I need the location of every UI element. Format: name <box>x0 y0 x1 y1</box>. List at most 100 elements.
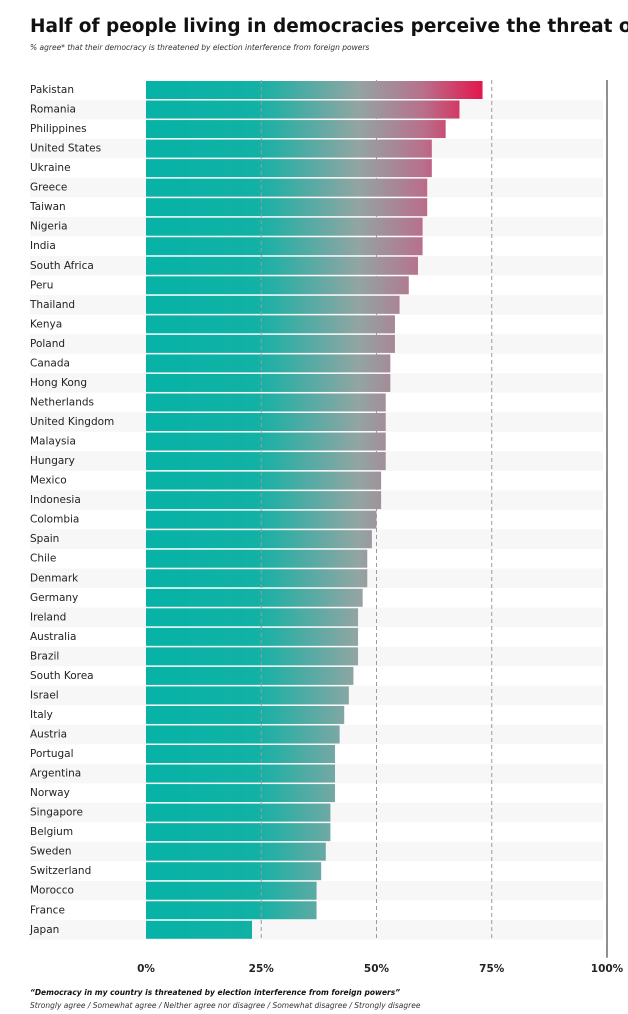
y-tick-label: Singapore <box>30 807 83 819</box>
y-tick-label: Hungary <box>30 455 75 467</box>
y-tick-label: Indonesia <box>30 494 81 506</box>
y-tick-label: Belgium <box>30 826 73 838</box>
bar <box>146 686 349 705</box>
bar <box>146 315 395 334</box>
bar <box>146 705 345 724</box>
y-tick-label: Ukraine <box>30 162 71 174</box>
bar <box>146 393 386 412</box>
y-tick-label: Nigeria <box>30 221 68 233</box>
bar <box>146 373 391 392</box>
bar <box>146 569 368 588</box>
y-tick-label: Kenya <box>30 318 62 330</box>
y-tick-label: Poland <box>30 338 65 350</box>
y-tick-label: Chile <box>30 553 56 565</box>
bar <box>146 842 326 861</box>
y-tick-label: Romania <box>30 104 76 116</box>
y-tick-label: Portugal <box>30 748 74 760</box>
bar <box>146 666 354 685</box>
bar <box>146 354 391 373</box>
bar <box>146 81 483 99</box>
y-tick-label: Brazil <box>30 650 59 662</box>
bar <box>146 295 400 314</box>
x-tick-label: 0% <box>137 963 155 975</box>
y-tick-label: Malaysia <box>30 436 76 448</box>
y-tick-label: France <box>30 904 65 916</box>
footnote: “Democracy in my country is threatened b… <box>30 988 400 997</box>
y-tick-label: Germany <box>30 592 78 604</box>
bar <box>146 432 386 451</box>
y-tick-label: Italy <box>30 709 53 721</box>
y-tick-label: Taiwan <box>29 201 66 213</box>
bar <box>146 276 409 295</box>
bar <box>146 549 368 568</box>
y-tick-label: United Kingdom <box>30 416 114 428</box>
bar <box>146 256 418 275</box>
x-tick-label: 100% <box>591 963 624 975</box>
footnote: Strongly agree / Somewhat agree / Neithe… <box>30 1001 421 1010</box>
y-tick-label: Hong Kong <box>30 377 87 389</box>
bar <box>146 198 428 217</box>
bar <box>146 217 423 236</box>
bar <box>146 139 432 158</box>
bar <box>146 334 395 353</box>
bar <box>146 510 377 529</box>
y-tick-label: Pakistan <box>30 84 74 96</box>
y-tick-label: Canada <box>30 357 70 369</box>
y-tick-label: Colombia <box>30 514 79 526</box>
y-tick-label: Ireland <box>30 611 66 623</box>
y-tick-label: Austria <box>30 728 67 740</box>
y-tick-label: Israel <box>30 689 59 701</box>
bar <box>146 725 340 744</box>
x-tick-label: 25% <box>249 963 275 975</box>
y-tick-label: Australia <box>30 631 76 643</box>
x-tick-label: 75% <box>479 963 505 975</box>
y-tick-label: Spain <box>30 533 59 545</box>
chart-subtitle: % agree* that their democracy is threate… <box>30 43 369 52</box>
row-stripe <box>30 920 603 940</box>
bar <box>146 920 253 939</box>
y-tick-label: South Korea <box>30 670 94 682</box>
x-tick-label: 50% <box>364 963 390 975</box>
y-tick-label: Switzerland <box>30 865 91 877</box>
bar <box>146 764 336 783</box>
y-tick-label: Thailand <box>29 299 75 311</box>
bar <box>146 823 331 842</box>
chart-title: Half of people living in democracies per… <box>30 16 628 37</box>
y-tick-label: Philippines <box>30 123 87 135</box>
bar <box>146 608 359 627</box>
bar <box>146 120 446 139</box>
bar <box>146 159 432 178</box>
bar <box>146 100 460 119</box>
y-tick-label: India <box>30 240 56 252</box>
bar <box>146 647 359 666</box>
y-tick-label: Norway <box>30 787 70 799</box>
bar <box>146 237 423 256</box>
bar <box>146 901 317 920</box>
bar <box>146 803 331 822</box>
bar <box>146 862 322 881</box>
y-tick-label: Morocco <box>30 885 74 897</box>
y-tick-label: South Africa <box>30 260 94 272</box>
y-tick-label: Argentina <box>30 768 81 780</box>
bar <box>146 627 359 646</box>
bar <box>146 452 386 471</box>
y-tick-label: United States <box>30 143 101 155</box>
y-tick-label: Sweden <box>30 846 72 858</box>
bar <box>146 530 372 549</box>
y-tick-label: Japan <box>29 924 59 936</box>
bar <box>146 178 428 197</box>
bar <box>146 491 382 510</box>
y-tick-label: Mexico <box>30 475 67 487</box>
bar <box>146 471 382 490</box>
bar <box>146 784 336 803</box>
bar <box>146 881 317 900</box>
bar <box>146 745 336 764</box>
y-tick-label: Greece <box>30 182 67 194</box>
y-tick-label: Netherlands <box>30 396 94 408</box>
bar <box>146 413 386 432</box>
y-tick-label: Peru <box>30 279 53 291</box>
bar <box>146 588 363 607</box>
y-tick-label: Denmark <box>30 572 79 584</box>
